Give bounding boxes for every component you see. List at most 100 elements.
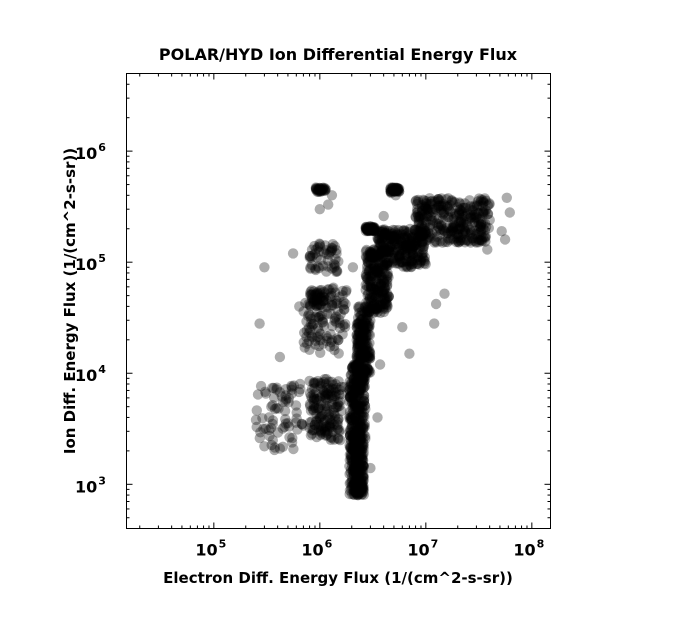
data-point bbox=[383, 291, 394, 303]
data-point bbox=[274, 387, 286, 398]
data-point bbox=[329, 315, 340, 326]
data-point bbox=[322, 261, 334, 272]
data-point bbox=[307, 294, 318, 305]
data-point bbox=[350, 429, 361, 440]
data-point bbox=[381, 274, 392, 285]
data-point bbox=[363, 257, 374, 268]
data-point bbox=[336, 389, 347, 400]
data-point bbox=[301, 331, 312, 343]
data-point bbox=[372, 264, 383, 276]
data-point bbox=[354, 429, 365, 440]
data-point bbox=[311, 393, 322, 404]
data-point bbox=[353, 433, 365, 444]
data-point bbox=[416, 220, 428, 231]
data-point bbox=[321, 373, 332, 385]
data-point bbox=[357, 333, 369, 344]
data-point bbox=[366, 225, 378, 236]
data-point bbox=[363, 266, 375, 277]
data-point bbox=[391, 185, 402, 196]
data-point bbox=[355, 435, 366, 446]
data-point bbox=[312, 288, 323, 299]
data-point bbox=[479, 225, 491, 236]
data-point bbox=[357, 403, 368, 414]
data-point bbox=[366, 273, 377, 285]
data-point bbox=[354, 418, 366, 429]
data-point bbox=[351, 361, 363, 373]
data-point bbox=[306, 292, 318, 304]
data-point bbox=[361, 224, 373, 235]
data-point bbox=[299, 342, 310, 353]
data-point bbox=[376, 272, 387, 284]
data-point bbox=[368, 289, 380, 300]
data-point bbox=[294, 301, 305, 312]
data-point bbox=[413, 226, 425, 237]
data-point bbox=[348, 433, 359, 445]
data-point bbox=[360, 431, 371, 442]
data-point bbox=[401, 228, 412, 239]
data-point bbox=[279, 405, 291, 417]
data-point bbox=[314, 238, 325, 249]
data-point bbox=[355, 425, 366, 436]
data-point bbox=[364, 306, 375, 317]
data-point bbox=[400, 226, 412, 237]
data-point bbox=[406, 261, 417, 273]
data-point bbox=[357, 423, 369, 434]
data-point bbox=[413, 194, 424, 206]
data-point bbox=[366, 225, 377, 236]
data-point bbox=[353, 461, 365, 472]
data-point bbox=[427, 215, 438, 226]
data-point bbox=[309, 289, 320, 301]
data-point bbox=[303, 309, 315, 320]
data-point bbox=[413, 251, 424, 262]
data-point bbox=[348, 378, 360, 389]
data-point bbox=[315, 185, 326, 196]
data-point bbox=[267, 418, 278, 430]
data-point bbox=[267, 415, 279, 426]
data-point bbox=[354, 449, 365, 460]
data-point bbox=[379, 230, 391, 241]
data-point bbox=[355, 433, 366, 444]
data-point bbox=[433, 200, 445, 211]
data-point bbox=[346, 396, 358, 408]
data-point bbox=[357, 359, 369, 370]
data-point bbox=[359, 302, 371, 313]
data-point bbox=[415, 213, 427, 224]
data-point bbox=[355, 478, 367, 489]
data-point bbox=[288, 380, 300, 391]
data-point bbox=[356, 360, 367, 371]
data-point bbox=[350, 468, 362, 479]
data-point bbox=[356, 410, 367, 422]
data-point bbox=[394, 249, 406, 260]
data-point bbox=[462, 234, 473, 246]
data-point bbox=[351, 369, 362, 380]
data-point bbox=[431, 218, 442, 229]
data-point bbox=[315, 429, 326, 441]
data-point bbox=[338, 304, 350, 315]
data-point bbox=[411, 231, 422, 242]
data-point bbox=[268, 382, 279, 394]
data-point bbox=[357, 475, 369, 487]
data-point bbox=[468, 210, 479, 221]
data-point bbox=[401, 240, 412, 251]
data-point bbox=[459, 226, 471, 237]
data-point bbox=[277, 441, 289, 452]
data-point bbox=[346, 420, 358, 432]
data-point bbox=[447, 215, 458, 226]
data-point bbox=[372, 285, 383, 296]
data-point bbox=[355, 370, 367, 381]
data-point bbox=[317, 260, 329, 271]
data-point bbox=[347, 389, 358, 401]
data-point bbox=[418, 212, 429, 223]
data-point bbox=[387, 232, 398, 243]
data-point bbox=[369, 249, 381, 260]
data-point bbox=[455, 234, 466, 246]
data-point bbox=[383, 291, 394, 302]
data-point bbox=[429, 237, 440, 248]
data-point bbox=[259, 441, 270, 452]
data-point bbox=[361, 330, 372, 341]
data-point bbox=[358, 366, 369, 378]
data-point bbox=[311, 300, 322, 311]
data-point bbox=[353, 376, 364, 387]
data-point bbox=[475, 219, 487, 230]
data-point bbox=[422, 234, 433, 245]
